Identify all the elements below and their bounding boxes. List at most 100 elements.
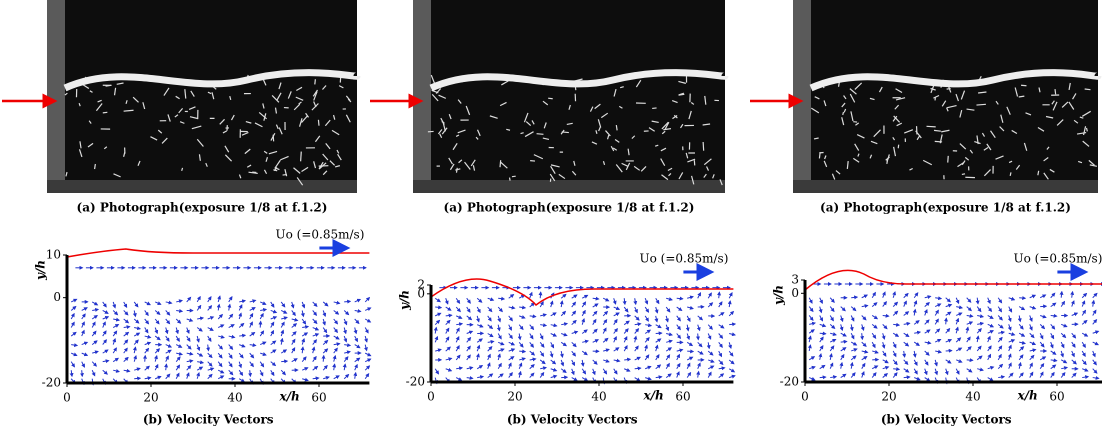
velocity-vector (892, 291, 897, 298)
velocity-vector (91, 330, 97, 337)
velocity-vector (476, 365, 484, 370)
particle-streak (846, 160, 849, 170)
particle-streak (241, 131, 249, 136)
photo (47, 0, 357, 193)
particle-streak (489, 115, 498, 119)
particle-streak (198, 154, 201, 161)
particle-streak (893, 115, 901, 123)
velocity-vector (903, 375, 911, 380)
particle-streak (65, 171, 68, 177)
velocity-vector (881, 341, 886, 349)
particle-streak (814, 96, 820, 100)
velocity-vector (728, 359, 735, 365)
velocity-vector (872, 349, 879, 354)
velocity-vector (487, 324, 494, 330)
particle-streak (457, 99, 462, 104)
velocity-vector (655, 364, 662, 370)
velocity-vector (322, 339, 329, 345)
velocity-vector (871, 365, 879, 370)
velocity-vector (944, 317, 948, 325)
velocity-vector (987, 323, 995, 328)
particle-streak (598, 126, 601, 132)
velocity-vector (560, 368, 567, 374)
velocity-vector (560, 293, 567, 299)
velocity-vector (539, 350, 545, 357)
velocity-vector (1049, 341, 1054, 349)
velocity-vector (434, 312, 442, 317)
velocity-vector (1019, 296, 1027, 301)
velocity-vector (871, 302, 878, 307)
velocity-vector (344, 343, 352, 348)
velocity-vector (613, 312, 620, 317)
particle-streak (1043, 157, 1049, 162)
velocity-vector (1081, 341, 1086, 349)
particle-streak (296, 86, 303, 91)
velocity-vector (850, 341, 858, 346)
velocity-vector (445, 346, 451, 352)
velocity-vector (613, 347, 620, 352)
velocity-vector (892, 341, 897, 349)
particle-streak (1009, 172, 1012, 177)
particle-streak (1082, 126, 1087, 136)
velocity-vector (727, 300, 732, 308)
velocity-vector (312, 365, 319, 371)
velocity-vector (550, 359, 557, 365)
velocity-vector (175, 372, 180, 379)
particle-streak (274, 159, 281, 169)
velocity-vector (913, 341, 920, 347)
particle-streak (1054, 89, 1057, 95)
velocity-vector (634, 356, 641, 361)
velocity-vector (882, 313, 890, 318)
particle-streak (105, 84, 112, 87)
velocity-vector (81, 341, 89, 346)
velocity-vector (976, 355, 983, 361)
particle-streak (1011, 129, 1018, 135)
particle-streak (278, 127, 283, 135)
velocity-vector (312, 301, 318, 307)
velocity-vector (676, 362, 681, 370)
particle-streak (895, 88, 903, 94)
velocity-vector (260, 307, 268, 312)
velocity-vector (987, 353, 992, 361)
velocity-vector (207, 327, 214, 331)
velocity-vector (945, 303, 953, 308)
velocity-scale-label: Uo (=0.85m/s) (640, 252, 729, 266)
velocity-vector (196, 304, 202, 311)
velocity-vector (354, 335, 358, 343)
velocity-vector (508, 333, 513, 340)
velocity-vector (175, 318, 182, 324)
velocity-vector (644, 336, 650, 343)
velocity-vector (945, 297, 951, 303)
velocity-vector (666, 339, 673, 344)
velocity-vector (539, 301, 544, 308)
particle-streak (94, 163, 96, 170)
velocity-vector (935, 296, 943, 301)
particle-streak (661, 130, 666, 135)
velocity-vector (840, 332, 847, 337)
velocity-vector (69, 370, 74, 378)
particle-streak (1038, 87, 1041, 93)
velocity-vector (487, 297, 495, 302)
velocity-vector (819, 297, 823, 305)
velocity-vector (1081, 332, 1089, 337)
velocity-vector (644, 344, 648, 352)
velocity-vector (1081, 359, 1087, 366)
velocity-vector (455, 335, 460, 343)
velocity-vector (1008, 332, 1016, 336)
particle-streak (102, 111, 108, 114)
velocity-vector (644, 354, 650, 361)
velocity-vector (133, 318, 140, 324)
velocity-vector (92, 307, 100, 312)
velocity-vector (892, 372, 898, 378)
velocity-vector (144, 301, 151, 306)
particle-streak (668, 173, 672, 177)
velocity-vector (433, 326, 438, 334)
velocity-vector (1060, 350, 1065, 358)
velocity-vector (903, 359, 909, 366)
x-tick-label: 60 (675, 390, 690, 404)
velocity-vector (892, 332, 900, 337)
particle-streak (211, 92, 215, 100)
velocity-vector (508, 356, 515, 361)
velocity-vector (571, 350, 577, 357)
particle-streak (499, 161, 508, 169)
